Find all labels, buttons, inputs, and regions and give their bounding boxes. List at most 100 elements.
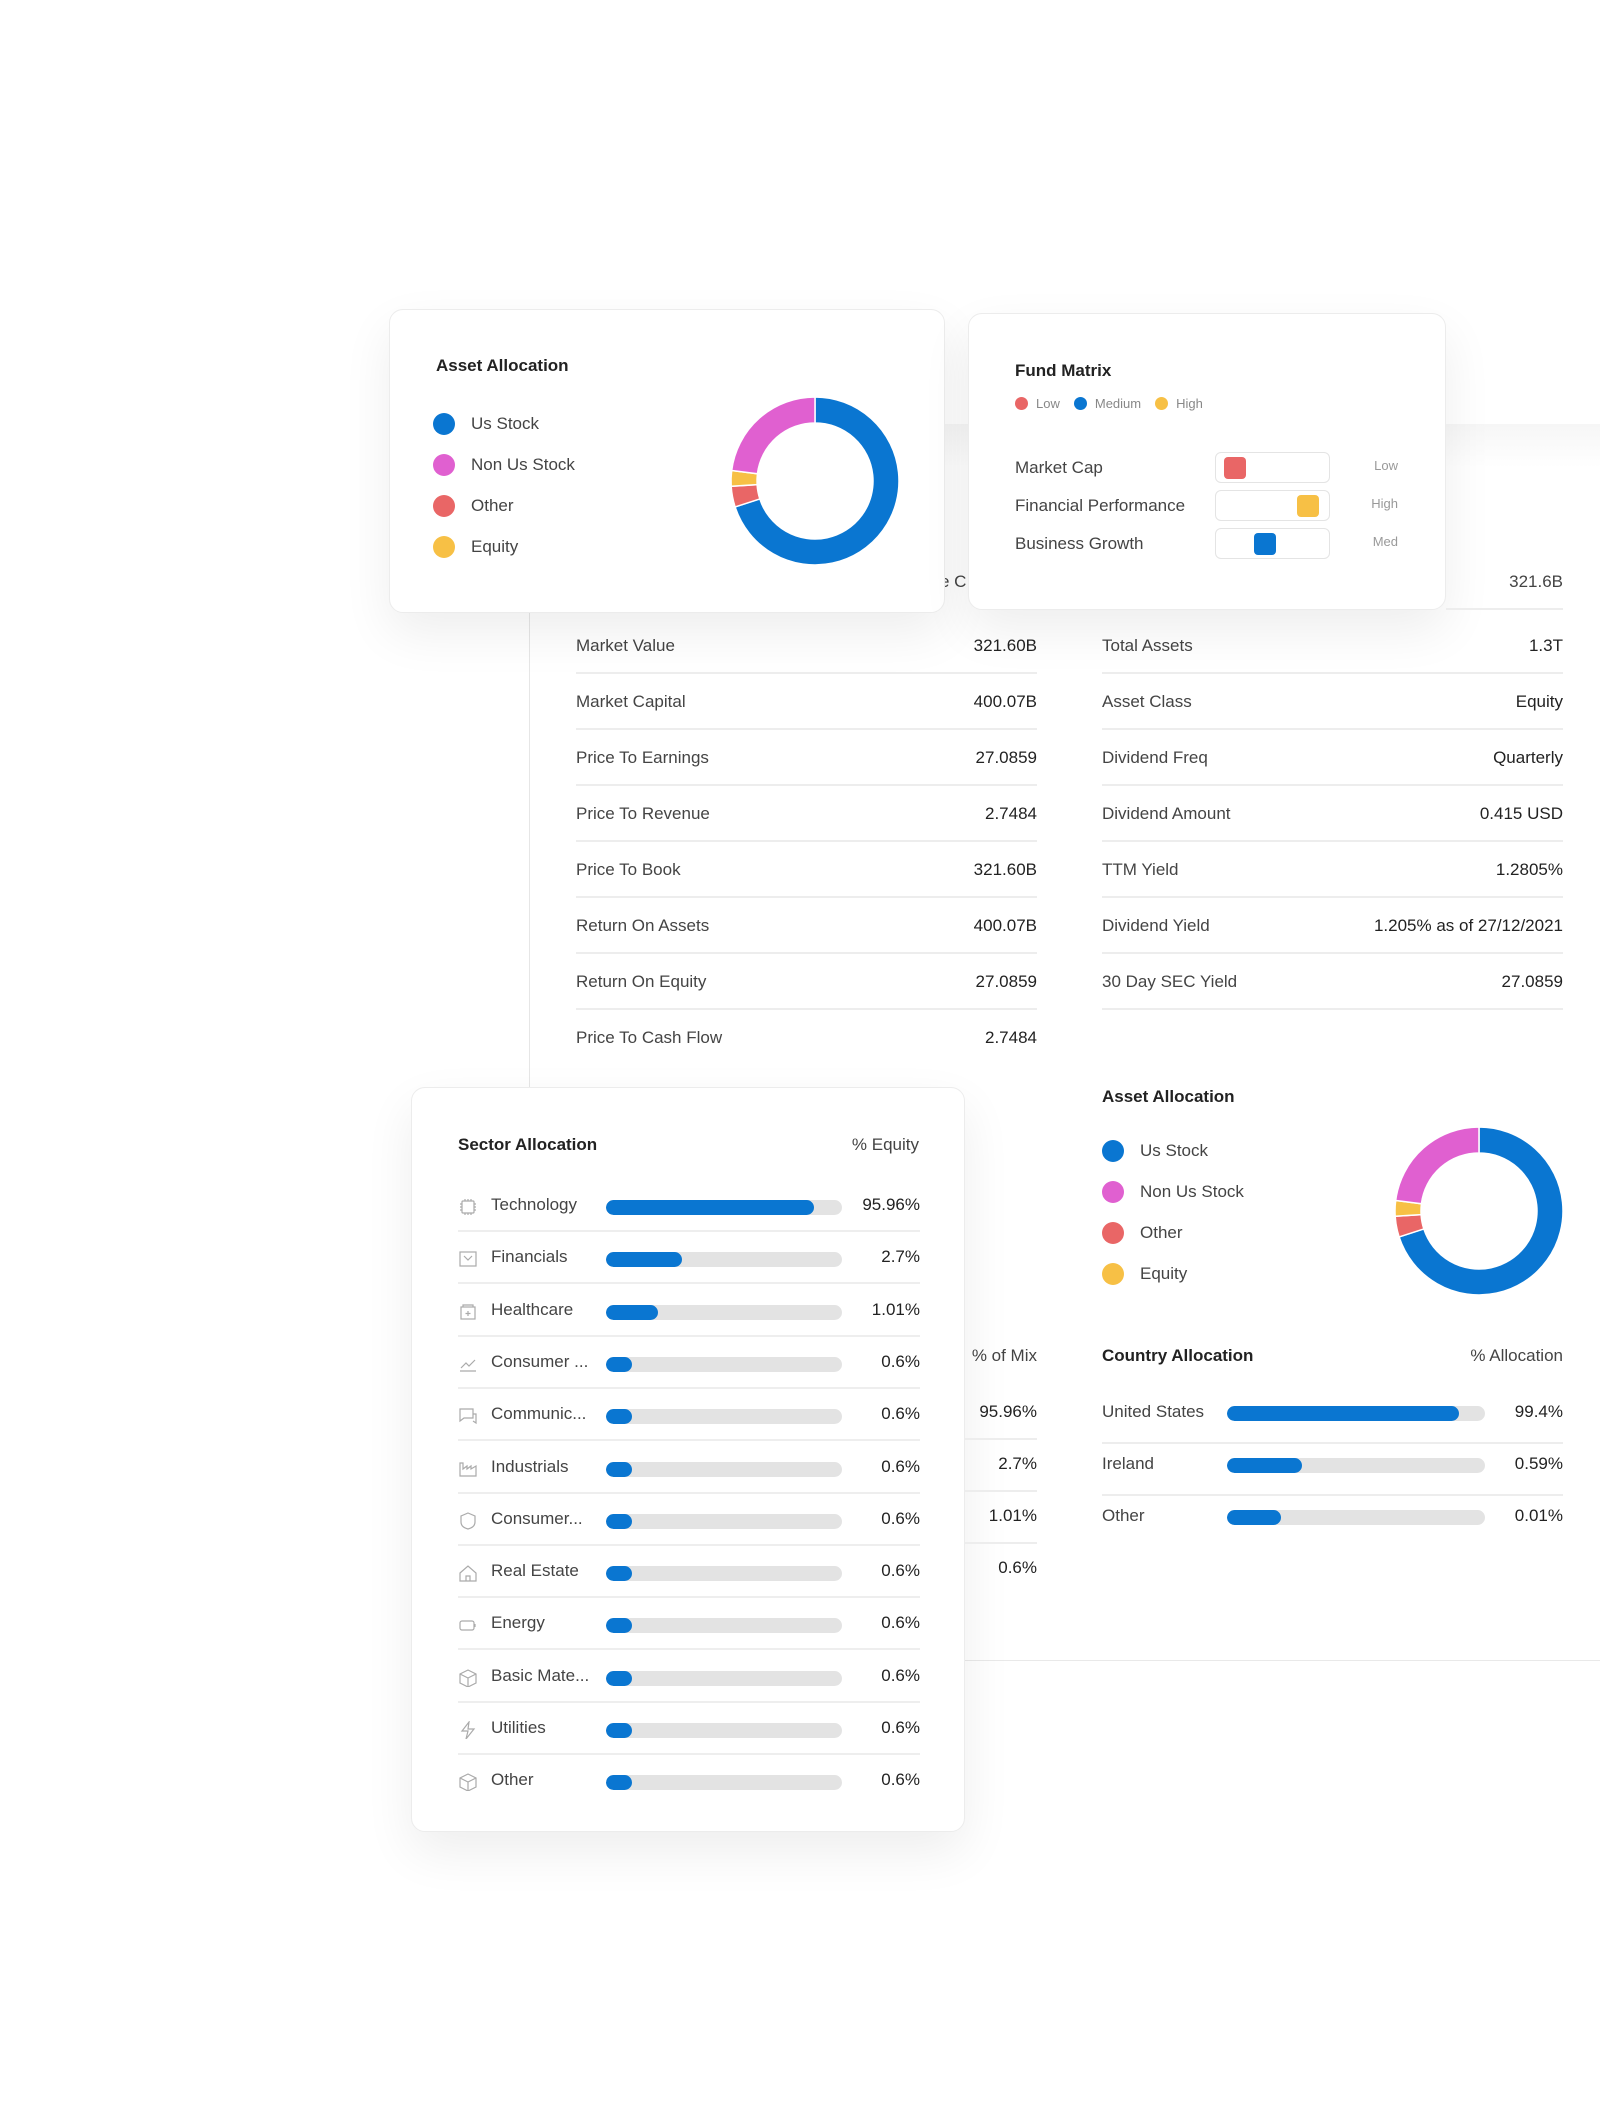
sector-bar xyxy=(606,1252,842,1268)
fund-matrix-indicator xyxy=(1215,490,1330,521)
fund-matrix-row-label: Business Growth xyxy=(1015,534,1144,553)
stat-row: Market Value 321.60B xyxy=(576,618,1037,674)
legend-label: Non Us Stock xyxy=(1140,1182,1244,1201)
legend-item: Us Stock xyxy=(1102,1140,1208,1162)
country-row[interactable]: Other 0.01% xyxy=(1102,1496,1563,1548)
stat-value: 400.07B xyxy=(973,916,1037,935)
stat-label: Return On Assets xyxy=(576,916,710,935)
sector-row[interactable]: Real Estate 0.6% xyxy=(458,1546,920,1599)
sector-row[interactable]: Technology 95.96% xyxy=(458,1180,920,1232)
country-label: Ireland xyxy=(1102,1454,1154,1473)
stat-value: 27.0859 xyxy=(1501,972,1563,991)
stat-label: Price To Earnings xyxy=(576,748,709,767)
legend-swatch xyxy=(1102,1263,1124,1285)
legend-item: Other xyxy=(1102,1222,1183,1244)
sector-value: 0.6% xyxy=(881,1351,920,1371)
asset-allocation-donut-2 xyxy=(1394,1126,1564,1296)
sector-value: 0.6% xyxy=(881,1561,920,1581)
donut-slice-non-us-stock xyxy=(1394,1126,1480,1205)
fund-matrix-indicator xyxy=(1215,452,1330,483)
stat-label: Market Capital xyxy=(576,692,686,711)
sector-label: Basic Mate... xyxy=(491,1665,590,1685)
fund-matrix-row-label: Financial Performance xyxy=(1015,496,1186,515)
row-divider xyxy=(965,1438,1037,1440)
sector-bar-fill xyxy=(606,1670,632,1686)
sector-row[interactable]: Consumer... 0.6% xyxy=(458,1494,920,1546)
country-value: 0.01% xyxy=(1514,1506,1563,1525)
stat-value: 0.415 USD xyxy=(1479,804,1563,823)
stat-label: Market Value xyxy=(576,636,675,655)
fund-matrix-title: Fund Matrix xyxy=(1015,361,1112,380)
country-bar xyxy=(1227,1510,1485,1525)
sector-label: Industrials xyxy=(491,1456,569,1476)
chat-icon xyxy=(458,1407,478,1425)
sector-value: 1.01% xyxy=(871,1299,920,1319)
stat-row: Dividend Yield 1.205% as of 27/12/2021 xyxy=(1102,898,1563,954)
sector-row[interactable]: Communic... 0.6% xyxy=(458,1389,920,1442)
house-icon xyxy=(458,1564,478,1582)
legend-label: Equity xyxy=(1140,1264,1188,1283)
sector-row[interactable]: Healthcare 1.01% xyxy=(458,1285,920,1337)
sector-row[interactable]: Consumer ... 0.6% xyxy=(458,1337,920,1389)
stat-row: Return On Assets 400.07B xyxy=(576,898,1037,954)
fund-matrix-legend-item: Low xyxy=(1015,396,1060,411)
stat-row: Price To Book 321.60B xyxy=(576,842,1037,898)
legend-swatch xyxy=(1073,397,1087,410)
sector-bar-fill xyxy=(606,1200,814,1215)
sector-label: Technology xyxy=(491,1195,578,1214)
stat-value: Equity xyxy=(1515,692,1563,711)
sector-row[interactable]: Energy 0.6% xyxy=(458,1598,920,1651)
sector-bar xyxy=(606,1618,842,1634)
row-divider xyxy=(965,1490,1037,1492)
legend-swatch xyxy=(433,495,455,517)
country-value: 0.59% xyxy=(1514,1454,1563,1473)
sector-bar xyxy=(606,1356,842,1372)
stat-label: Price To Revenue xyxy=(576,804,710,823)
legend-item: Non Us Stock xyxy=(433,454,575,476)
country-row[interactable]: Ireland 0.59% xyxy=(1102,1444,1563,1496)
sector-row[interactable]: Other 0.6% xyxy=(458,1755,920,1807)
stat-row: Return On Equity 27.0859 xyxy=(576,954,1037,1010)
stat-row: Price To Revenue 2.7484 xyxy=(576,786,1037,842)
country-row[interactable]: United States 99.4% xyxy=(1102,1392,1563,1444)
country-label: Other xyxy=(1102,1506,1145,1525)
fund-matrix-legend: Low Medium High xyxy=(1015,396,1203,411)
stat-value: 400.07B xyxy=(973,692,1037,711)
donut-slice-us-stock xyxy=(1398,1126,1564,1296)
stat-row: Total Assets 1.3T xyxy=(1102,618,1563,674)
legend-swatch xyxy=(433,413,455,435)
sector-row[interactable]: Financials 2.7% xyxy=(458,1232,920,1285)
sector-row[interactable]: Utilities 0.6% xyxy=(458,1703,920,1755)
legend-item: Other xyxy=(433,495,514,517)
stat-value: Quarterly xyxy=(1493,748,1563,767)
asset-allocation-title-2: Asset Allocation xyxy=(1102,1087,1235,1106)
finance-icon xyxy=(458,1250,478,1268)
fund-matrix-legend-item: High xyxy=(1155,396,1203,411)
legend-item: Non Us Stock xyxy=(1102,1181,1244,1203)
country-bar xyxy=(1227,1458,1485,1473)
mix-value: 0.6% xyxy=(998,1558,1037,1577)
mix-header: % of Mix xyxy=(971,1346,1037,1365)
stat-row: Price To Earnings 27.0859 xyxy=(576,730,1037,786)
stat-row: Dividend Freq Quarterly xyxy=(1102,730,1563,786)
country-value: 99.4% xyxy=(1514,1402,1563,1421)
sector-value: 0.6% xyxy=(881,1665,920,1685)
legend-item: Us Stock xyxy=(433,413,539,435)
stat-value: 1.3T xyxy=(1528,636,1563,655)
stat-value: 1.205% as of 27/12/2021 xyxy=(1373,916,1563,935)
sector-row[interactable]: Industrials 0.6% xyxy=(458,1442,920,1494)
sector-value: 2.7% xyxy=(881,1247,920,1267)
sector-value: 0.6% xyxy=(881,1718,920,1737)
sector-bar-fill xyxy=(606,1513,632,1529)
sector-bar xyxy=(606,1566,842,1582)
sector-bar-fill xyxy=(606,1723,632,1738)
stat-label: Price To Cash Flow xyxy=(576,1028,723,1047)
stat-label: Dividend Freq xyxy=(1102,748,1208,767)
lightning-icon xyxy=(458,1719,478,1740)
partial-label: e C xyxy=(940,572,967,591)
stat-value: 2.7484 xyxy=(985,1028,1037,1047)
stat-label: Dividend Yield xyxy=(1102,916,1210,935)
stat-label: 30 Day SEC Yield xyxy=(1102,972,1238,991)
sector-label: Utilities xyxy=(491,1718,546,1737)
sector-row[interactable]: Basic Mate... 0.6% xyxy=(458,1651,920,1703)
